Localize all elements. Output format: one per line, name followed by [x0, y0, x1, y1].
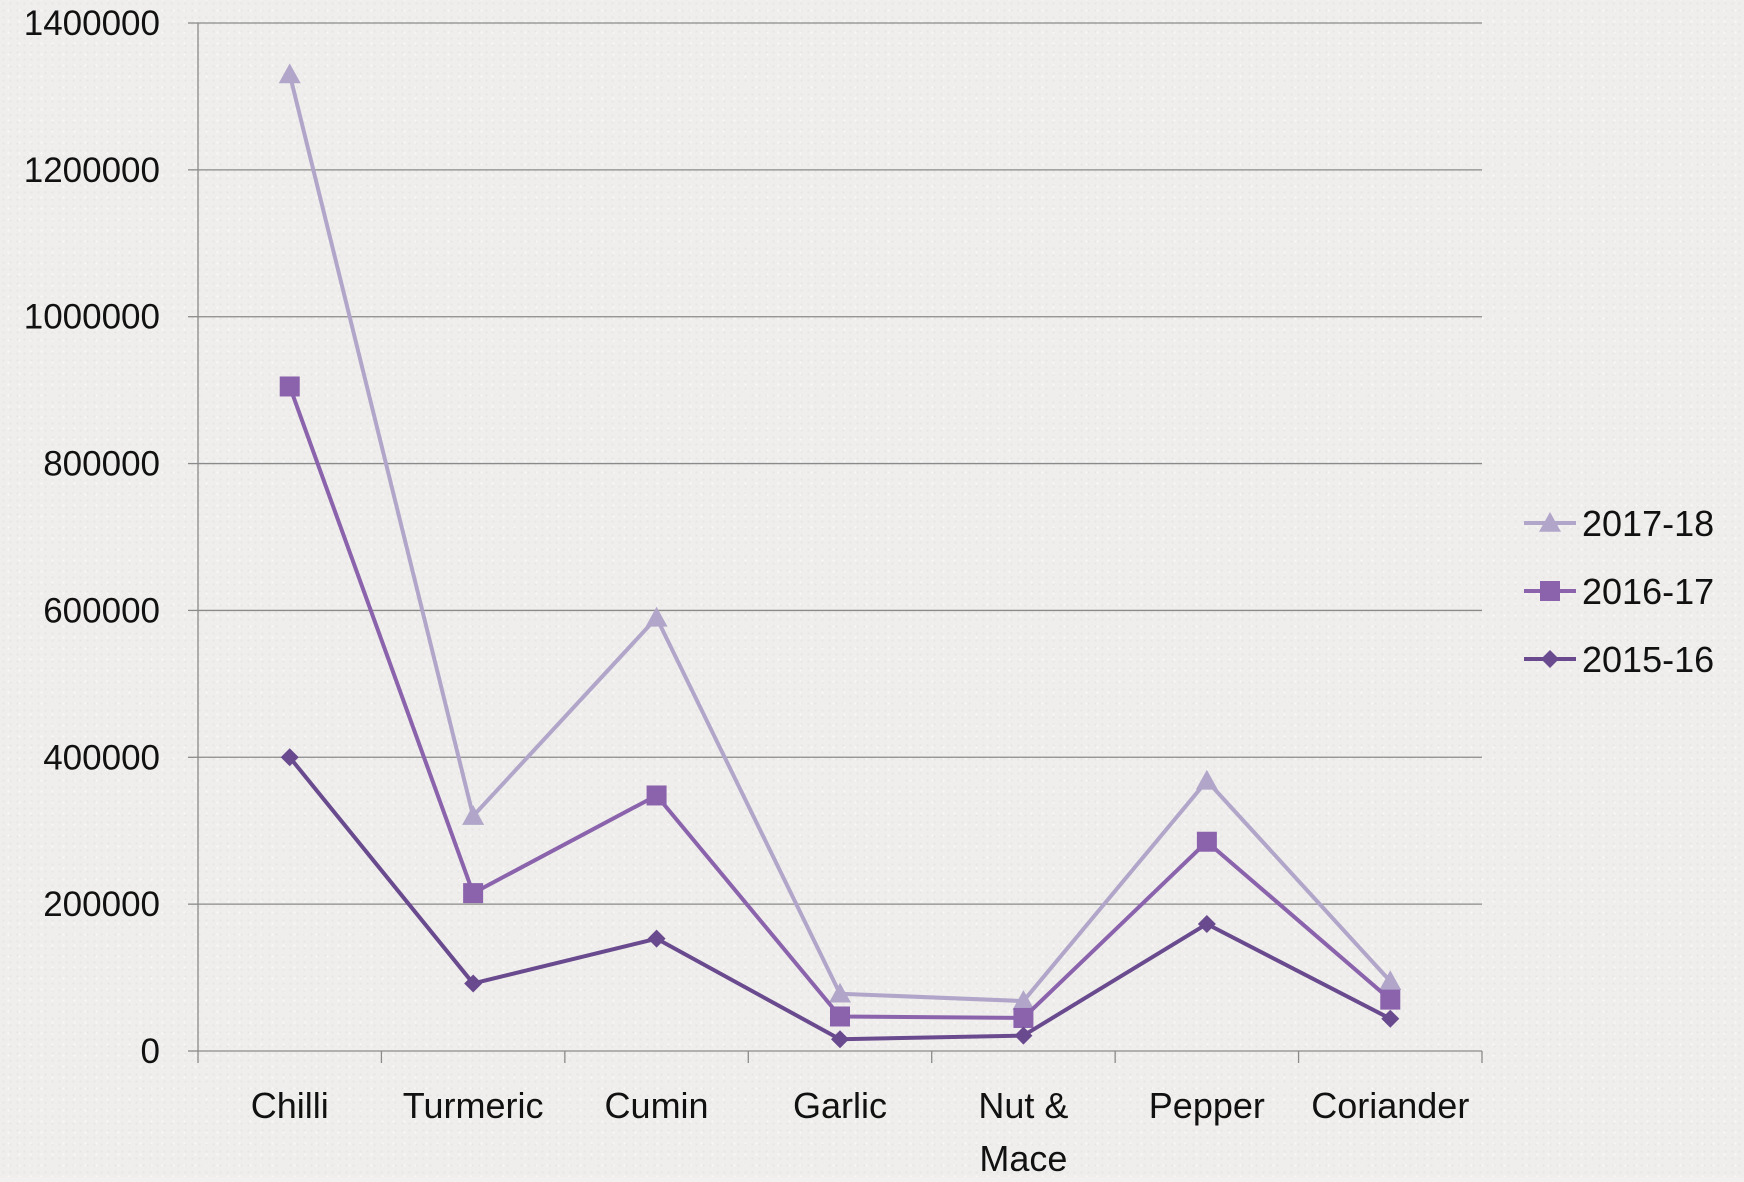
x-tick-label-line: Mace [979, 1138, 1067, 1177]
legend-marker [1539, 512, 1561, 532]
data-point-marker [1195, 769, 1218, 790]
series-line [287, 73, 1392, 1004]
x-tick-label: Garlic [793, 1085, 887, 1126]
series-2016-17 [279, 376, 1401, 1028]
data-point-marker [829, 982, 851, 1003]
x-tick-label: Chilli [251, 1085, 329, 1126]
legend-marker [1541, 650, 1559, 668]
legend-item: 2015-16 [1524, 639, 1714, 680]
gridlines [198, 22, 1482, 1052]
data-point-marker [463, 883, 484, 904]
data-point-marker [279, 376, 300, 397]
x-tick-label: Coriander [1311, 1085, 1469, 1126]
series-2017-18 [278, 63, 1402, 1010]
x-tick-label-line: Cumin [605, 1085, 709, 1126]
legend: 2017-18 2016-17 2015-16 [1524, 503, 1714, 680]
data-point-marker [1013, 1007, 1034, 1028]
data-point-marker [831, 1030, 849, 1049]
x-tick-label-line: Pepper [1149, 1085, 1265, 1126]
y-axis-tick-labels: 0 200000 400000 600000 800000 1000000 1200000 1… [24, 4, 160, 1071]
x-tick-label: Turmeric [403, 1085, 544, 1126]
data-point-marker [645, 606, 668, 627]
data-point-marker [1381, 1009, 1400, 1028]
data-point-marker [1196, 831, 1217, 852]
data-point-marker [280, 748, 299, 767]
data-point-marker [647, 929, 666, 948]
data-point-marker [1197, 914, 1216, 933]
data-point-marker [278, 63, 301, 84]
x-tick-label-line: Turmeric [403, 1085, 544, 1126]
x-tick-label-line: Garlic [793, 1085, 887, 1126]
x-axis-tick-labels: Chilli Turmeric Cumin Garlic Nut & Mace Pepper… [251, 1085, 1470, 1179]
y-tick-label: 0 [141, 1032, 160, 1071]
data-point-marker [830, 1006, 850, 1027]
axes [188, 22, 1483, 1063]
legend-marker [1540, 581, 1560, 601]
data-point-marker [1379, 970, 1402, 991]
data-point-marker [462, 805, 485, 825]
x-tick-label-line: Nut & [978, 1085, 1068, 1126]
series-lines [278, 63, 1402, 1049]
x-tick-label-line: Coriander [1311, 1085, 1469, 1126]
data-point-marker [1380, 989, 1401, 1010]
series-line [287, 385, 1392, 1020]
y-tick-label: 1400000 [24, 4, 160, 43]
x-tick-label-line: Chilli [251, 1085, 329, 1126]
y-tick-label: 800000 [43, 445, 160, 484]
y-tick-label: 400000 [43, 738, 160, 777]
data-point-marker [464, 974, 483, 993]
legend-label: 2016-17 [1582, 571, 1714, 612]
legend-label: 2015-16 [1582, 639, 1714, 680]
x-tick-label: Cumin [605, 1085, 709, 1126]
y-tick-label: 1000000 [24, 298, 160, 337]
y-tick-label: 1200000 [24, 151, 160, 190]
series-2015-16 [280, 748, 1400, 1049]
y-tick-label: 600000 [43, 591, 160, 630]
data-point-marker [646, 785, 667, 806]
data-point-marker [1012, 990, 1035, 1010]
data-point-marker [1014, 1026, 1033, 1045]
legend-label: 2017-18 [1582, 503, 1714, 544]
legend-item: 2017-18 [1524, 503, 1714, 544]
x-tick-label: Nut & Mace [978, 1085, 1068, 1177]
y-tick-label: 200000 [43, 885, 160, 924]
legend-item: 2016-17 [1524, 571, 1714, 612]
x-tick-label: Pepper [1149, 1085, 1265, 1126]
